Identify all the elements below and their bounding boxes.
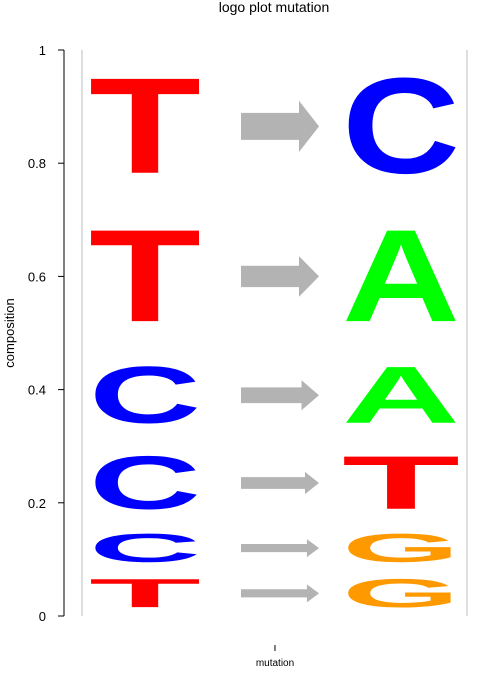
logo-letter-c: C [89, 440, 201, 524]
mutation-arrow-t-to-g [241, 584, 319, 603]
x-axis-label: mutation [256, 658, 294, 669]
mutation-arrow-c-to-t [241, 471, 319, 495]
y-axis: 0 0.2 0.4 0.6 0.8 1 [28, 43, 65, 624]
y-tick-label: 0.6 [28, 269, 46, 284]
mutation-arrow-c-to-g [241, 539, 319, 558]
logo-letter-t: T [342, 441, 460, 526]
logo-letter-c: C [89, 350, 201, 440]
y-axis-label: composition [2, 298, 17, 367]
logo-letter-c: C [89, 525, 201, 570]
mutation-arrow-t-to-a [241, 256, 319, 297]
logo-letter-a: A [342, 203, 460, 349]
y-tick-label: 0.8 [28, 156, 46, 171]
mutation-arrow-c-to-a [241, 380, 319, 411]
logo-letter-g: G [342, 525, 460, 570]
logo-letter-t: T [89, 50, 201, 202]
plot-frame [81, 50, 468, 616]
chart-title: logo plot mutation [219, 0, 330, 15]
logo-letter-t: T [89, 202, 201, 349]
logo-letter-t: T [89, 571, 201, 616]
logo-letter-c: C [342, 50, 460, 202]
y-tick-label: 1 [39, 43, 46, 58]
logo-letter-g: G [342, 571, 460, 616]
y-tick-label: 0.4 [28, 383, 46, 398]
y-tick-label: 0 [39, 609, 46, 624]
y-tick-label: 0.2 [28, 496, 46, 511]
mutation-arrow-t-to-c [241, 100, 319, 153]
logo-letter-a: A [342, 350, 460, 440]
mutation-arrows [241, 100, 319, 603]
